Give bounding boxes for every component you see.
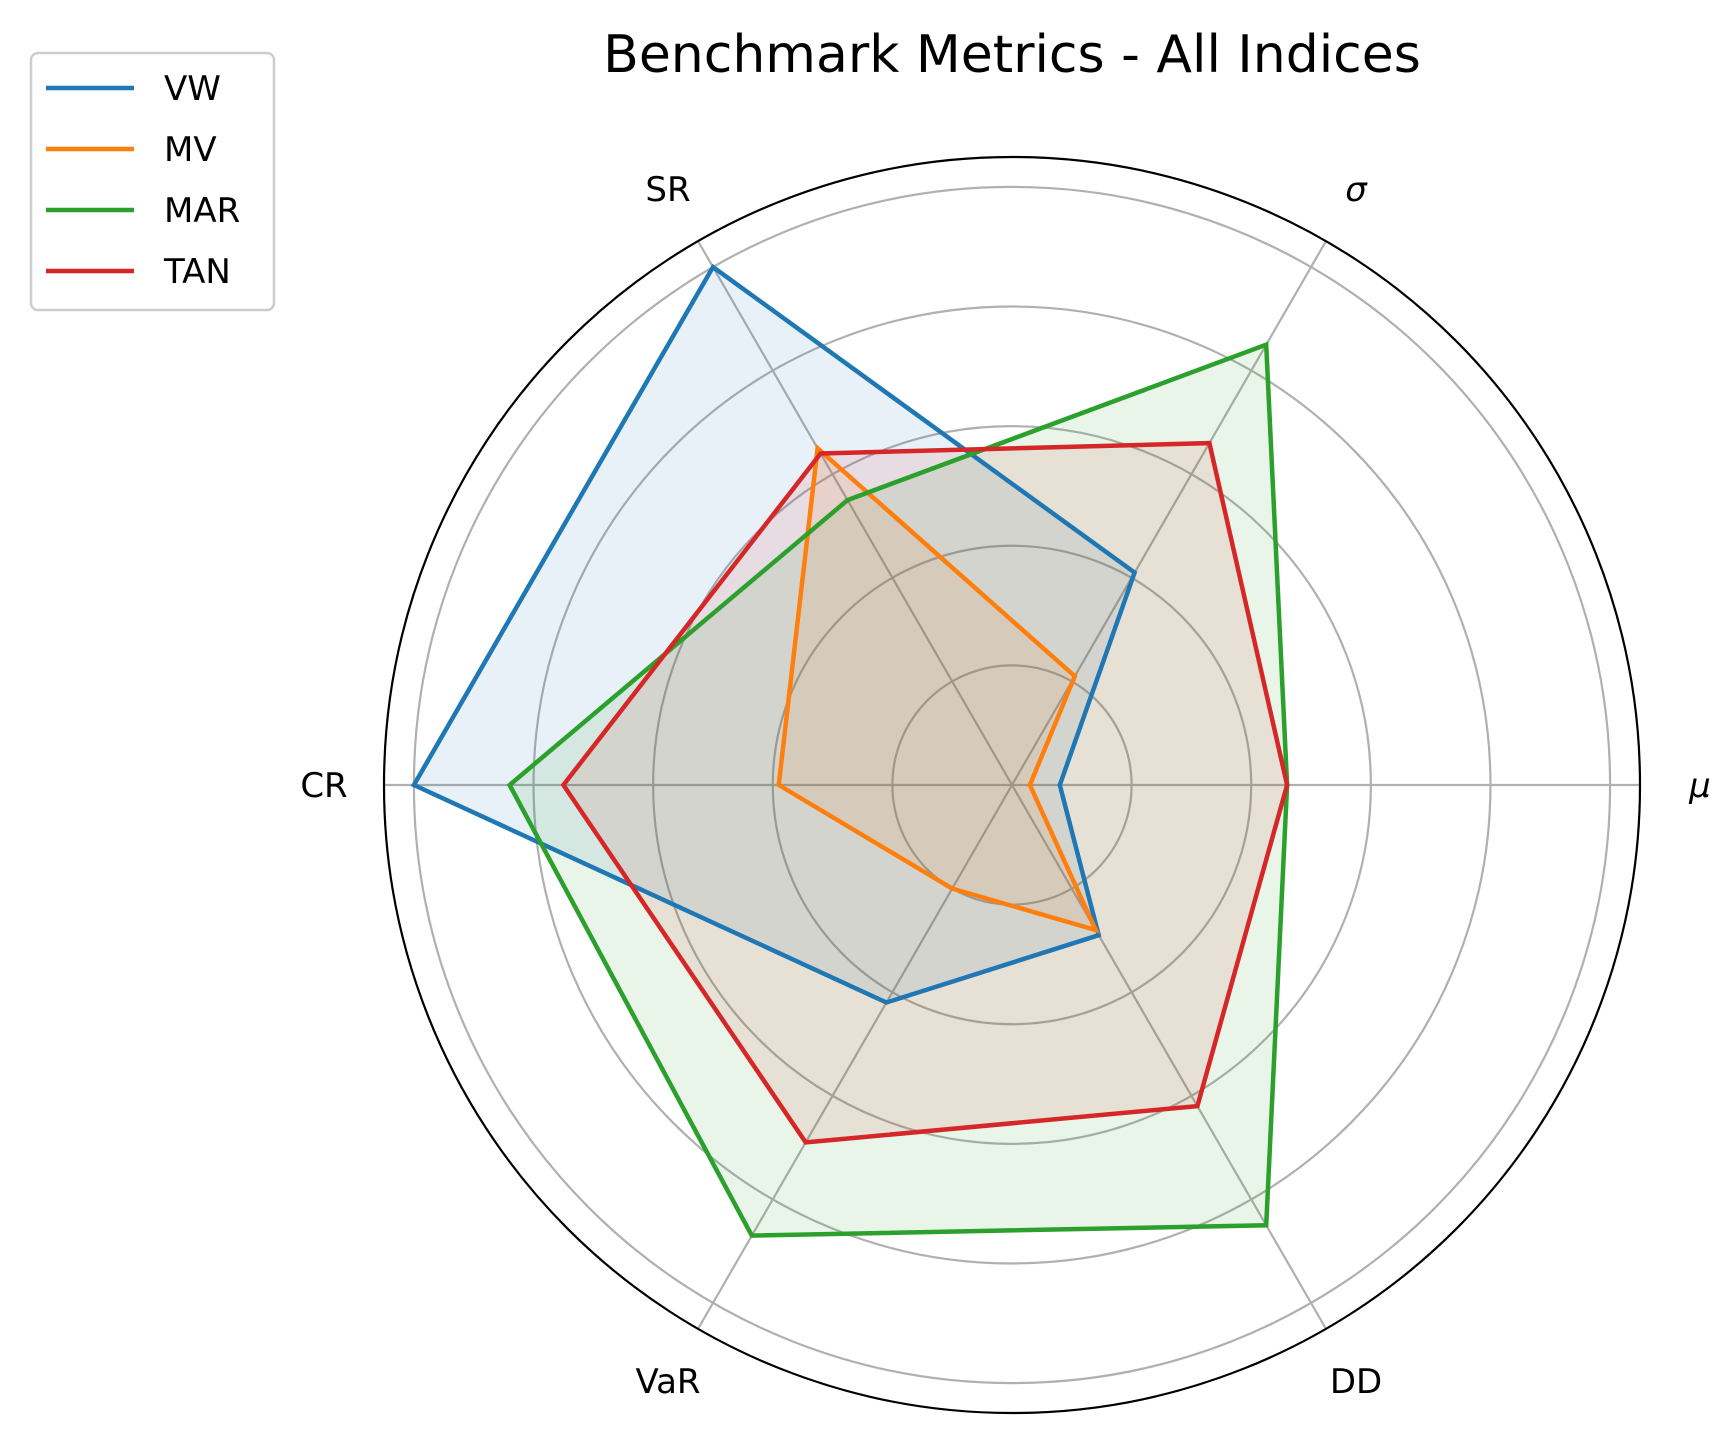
axis-label: SR: [645, 170, 690, 210]
axis-label: μ: [1688, 766, 1711, 806]
chart-title: Benchmark Metrics - All Indices: [603, 25, 1421, 85]
legend-label: MV: [164, 130, 217, 170]
axis-label: VaR: [635, 1362, 700, 1402]
legend-label: VW: [164, 69, 221, 109]
axis-label: CR: [300, 766, 347, 806]
legend: VW MV MAR TAN: [31, 53, 274, 310]
legend-label: MAR: [164, 191, 240, 231]
legend-label: TAN: [163, 252, 231, 292]
axis-label: DD: [1330, 1362, 1382, 1402]
axis-label: σ: [1345, 170, 1368, 210]
